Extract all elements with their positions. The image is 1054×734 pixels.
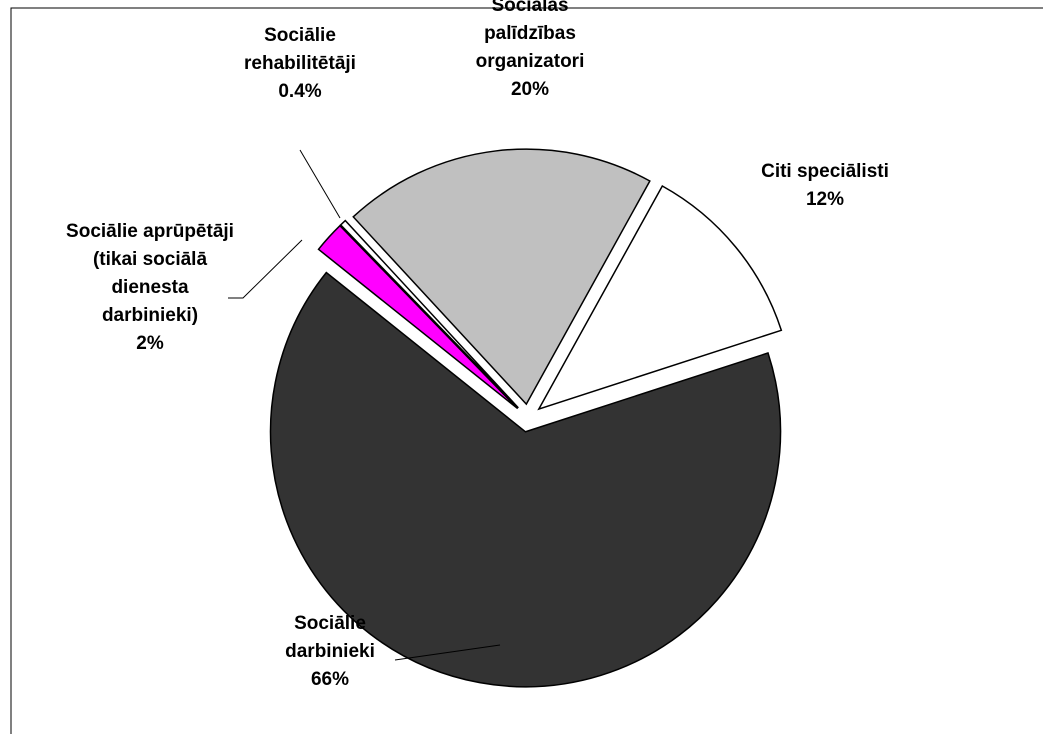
- slice-name: Sociālās palīdzības organizatori: [475, 0, 585, 72]
- slice-label: Sociālie rehabilitētāji 0.4%: [225, 22, 375, 106]
- slice-value: 12%: [805, 189, 845, 210]
- slice-name: Sociālie darbinieki: [285, 613, 375, 662]
- pie-slice: [339, 219, 519, 409]
- slice-value: 66%: [310, 669, 350, 690]
- pie-slice: [269, 271, 782, 688]
- slice-label: Sociālās palīdzības organizatori 20%: [460, 0, 600, 104]
- leader-line: [228, 239, 303, 299]
- slice-name: Sociālie rehabilitētāji: [244, 25, 356, 74]
- slice-value: 2%: [136, 333, 164, 354]
- slice-value: 0.4%: [278, 81, 322, 102]
- slice-label: Sociālie darbinieki 66%: [265, 610, 395, 694]
- slices: [269, 148, 783, 688]
- frame: [10, 7, 1043, 734]
- slice-name: Sociālie aprūpētāji (tikai sociālā diene…: [66, 221, 234, 326]
- leader-line: [394, 644, 501, 661]
- slice-label: Citi speciālisti 12%: [715, 158, 935, 214]
- slice-name: Citi speciālisti: [761, 161, 889, 182]
- pie-slice: [352, 148, 651, 406]
- pie-slice: [317, 224, 519, 410]
- slice-value: 20%: [510, 79, 550, 100]
- pie-slice: [537, 184, 783, 411]
- leader-line: [299, 149, 341, 219]
- slice-label: Sociālie aprūpētāji (tikai sociālā diene…: [65, 218, 235, 358]
